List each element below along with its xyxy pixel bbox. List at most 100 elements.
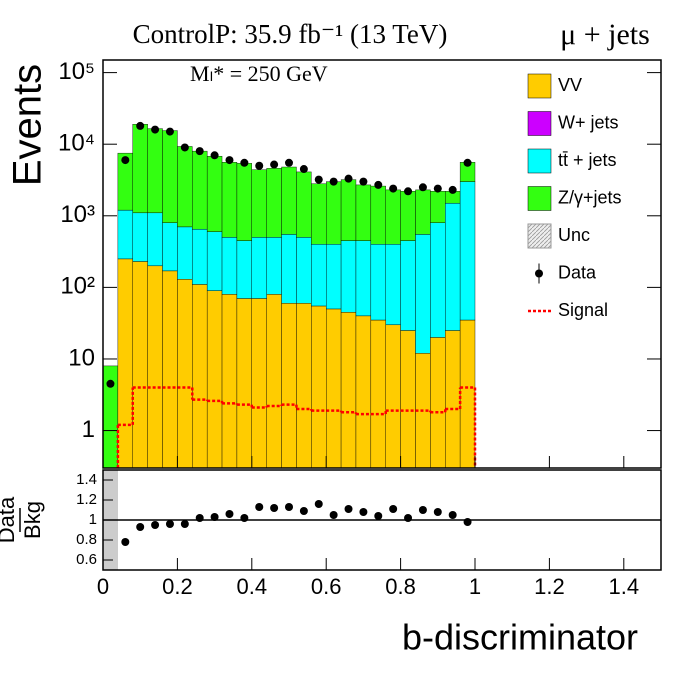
- stack-segment: [221, 294, 238, 468]
- stack-segment: [385, 324, 401, 468]
- stack-segment: [370, 185, 386, 245]
- ratio-point: [448, 511, 457, 519]
- x-tick-label: 1: [469, 574, 481, 599]
- stack-segment: [370, 319, 386, 468]
- stack-segment: [266, 168, 282, 238]
- stack-segment: [192, 228, 208, 285]
- ratio-point: [374, 512, 383, 520]
- stack-segment: [385, 189, 401, 245]
- stack-segment: [296, 303, 312, 468]
- stack-segment: [192, 150, 208, 230]
- stack-segment: [415, 234, 431, 354]
- data-point: [180, 143, 189, 152]
- chart-title: ControlP: 35.9 fb⁻¹ (13 TeV): [133, 19, 448, 49]
- stack-segment: [281, 166, 297, 235]
- ratio-y-tick-label: 1: [89, 511, 97, 528]
- stack-segment: [340, 179, 357, 241]
- ratio-point: [463, 518, 472, 526]
- stack-segment: [430, 222, 446, 338]
- ratio-y-tick-label: 0.6: [76, 551, 97, 568]
- ratio-y-tick-label: 1.4: [76, 471, 97, 488]
- stack-segment: [132, 261, 148, 468]
- stack-segment: [147, 212, 163, 267]
- ratio-point: [151, 521, 160, 529]
- stack-segment: [430, 337, 446, 468]
- x-tick-label: 1.4: [609, 574, 640, 599]
- annotation: Mₗ* = 250 GeV: [190, 61, 328, 86]
- stack-segment: [236, 163, 252, 241]
- stack-segment: [206, 290, 223, 468]
- data-point: [151, 125, 160, 134]
- stack-segment: [311, 183, 327, 245]
- stack-segment: [117, 209, 133, 260]
- data-point: [389, 184, 398, 193]
- stack-segment: [117, 258, 133, 468]
- data-point: [418, 183, 427, 192]
- legend-label: Unc: [558, 225, 590, 245]
- ratio-point: [285, 503, 293, 511]
- x-axis-label: b-discriminator: [402, 617, 638, 658]
- stack-segment: [162, 222, 178, 272]
- stack-segment: [177, 279, 193, 468]
- legend: VV W+ jets tt̄ + jets Z/γ+jets Unc Data Signal: [527, 73, 622, 320]
- ratio-point: [299, 507, 308, 515]
- stack-segment: [355, 315, 372, 468]
- data-point: [195, 147, 204, 156]
- ratio-point: [225, 510, 234, 518]
- ratio-label-bottom: Bkg: [20, 501, 45, 539]
- ratio-point: [344, 505, 353, 513]
- data-point: [210, 151, 219, 160]
- stack-segment: [281, 303, 297, 468]
- stack-segment: [147, 128, 163, 214]
- stack-segment: [206, 231, 223, 291]
- ratio-y-tick-label: 0.8: [76, 531, 97, 548]
- stack-segment: [370, 244, 386, 321]
- data-point: [314, 175, 323, 184]
- stack-segment: [177, 226, 193, 280]
- ratio-point: [329, 511, 338, 519]
- ratio-point: [210, 513, 219, 521]
- channel-label: μ + jets: [560, 18, 650, 51]
- data-point: [285, 158, 293, 167]
- stack-segment: [162, 270, 178, 468]
- ratio-point: [359, 508, 368, 516]
- stack-segment: [236, 298, 252, 468]
- x-tick-label: 1.2: [534, 574, 565, 599]
- ratio-point: [404, 514, 413, 522]
- stack-segment: [236, 240, 252, 299]
- stack-segment: [459, 181, 476, 321]
- y-tick-label: 10⁵: [58, 58, 95, 85]
- stack-segment: [326, 244, 342, 310]
- ratio-point: [389, 505, 398, 513]
- stack-segment: [430, 191, 446, 223]
- legend-label: Signal: [558, 300, 608, 320]
- ratio-point: [418, 506, 427, 514]
- legend-swatch: [527, 186, 552, 211]
- data-point: [329, 177, 338, 186]
- stack-segment: [266, 294, 282, 468]
- stack-segment: [221, 237, 238, 295]
- data-point: [374, 180, 383, 189]
- stack-segment: [400, 240, 416, 331]
- y-tick-label: 1: [82, 416, 95, 443]
- legend-swatch: [527, 148, 552, 174]
- stack-segment: [445, 202, 461, 331]
- stack-segment: [296, 237, 312, 304]
- x-tick-label: 0.8: [385, 574, 416, 599]
- stack-segment: [132, 124, 148, 214]
- data-point: [433, 184, 442, 193]
- ratio-point: [270, 504, 279, 512]
- data-point: [359, 177, 368, 186]
- stack-segment: [415, 189, 431, 235]
- stack-segment: [281, 234, 297, 304]
- ratio-point: [121, 538, 130, 546]
- stack-segment: [296, 171, 312, 238]
- data-point: [344, 174, 353, 183]
- plot-frame: [102, 59, 662, 469]
- stack-segment: [400, 191, 416, 241]
- ratio-point: [433, 508, 442, 516]
- x-tick-label: 0.6: [311, 574, 342, 599]
- ratio-label-top: Data: [0, 496, 19, 543]
- legend-label: Z/γ+jets: [558, 187, 622, 207]
- stack-segment: [251, 237, 267, 299]
